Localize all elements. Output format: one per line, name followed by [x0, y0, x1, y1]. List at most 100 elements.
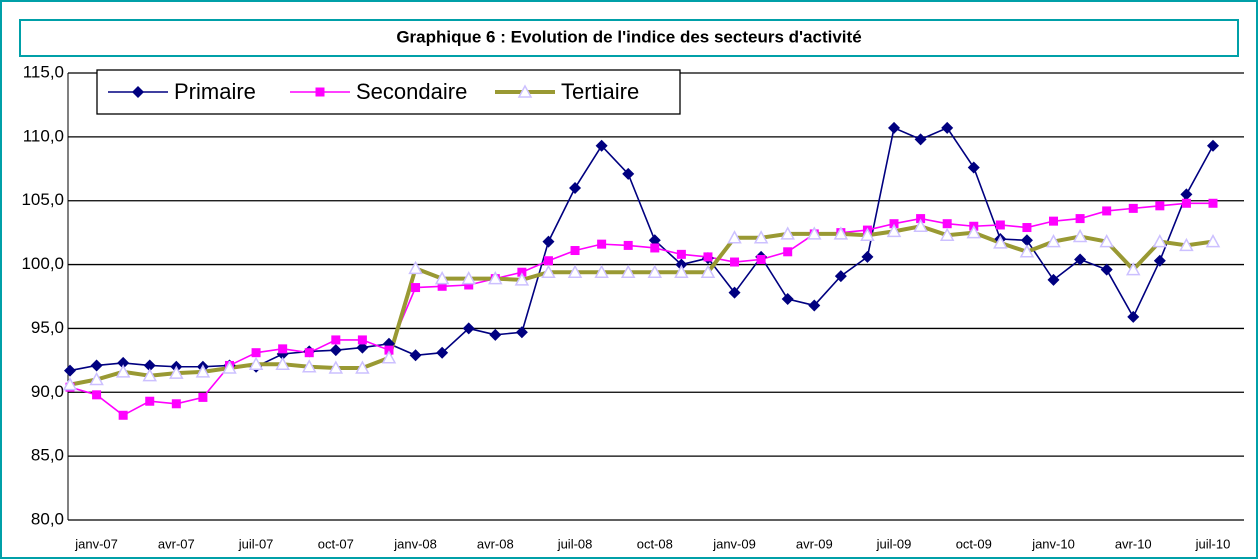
marker: [1180, 188, 1193, 201]
marker: [674, 264, 689, 278]
y-tick-label: 80,0: [31, 509, 64, 528]
marker: [967, 161, 980, 174]
marker: [833, 226, 849, 240]
marker: [1128, 203, 1138, 213]
marker: [966, 225, 982, 239]
marker: [1049, 216, 1059, 226]
marker: [1152, 234, 1168, 248]
x-tick-label: juil-10: [1195, 536, 1231, 551]
legend-label: Primaire: [174, 79, 256, 104]
marker: [356, 341, 369, 354]
marker: [650, 243, 660, 253]
marker: [1099, 234, 1114, 248]
marker: [913, 218, 928, 233]
marker: [834, 270, 847, 283]
marker: [541, 264, 556, 278]
marker: [1102, 206, 1112, 216]
marker: [1153, 254, 1166, 267]
x-tick-label: juil-07: [238, 536, 274, 551]
marker: [914, 133, 927, 146]
marker: [648, 234, 661, 247]
marker: [676, 249, 686, 259]
y-tick-label: 90,0: [31, 382, 64, 401]
marker: [1047, 273, 1060, 286]
marker: [756, 254, 766, 264]
marker: [384, 345, 394, 355]
marker: [594, 264, 609, 278]
marker: [198, 392, 208, 402]
marker: [514, 272, 530, 286]
x-tick-label: janv-10: [1031, 536, 1075, 551]
marker: [275, 356, 290, 370]
marker: [464, 280, 474, 290]
marker: [939, 227, 955, 241]
marker: [437, 281, 447, 291]
marker: [647, 264, 663, 278]
marker: [304, 348, 314, 358]
x-tick-label: avr-07: [158, 536, 195, 551]
marker: [92, 390, 102, 400]
marker: [195, 364, 211, 378]
marker: [622, 167, 635, 180]
legend-box: [96, 69, 681, 115]
marker: [488, 271, 503, 285]
y-tick-label: 100,0: [21, 254, 64, 273]
marker: [517, 267, 527, 277]
marker: [248, 356, 264, 370]
x-tick-label: oct-07: [318, 536, 354, 551]
marker: [808, 299, 821, 312]
marker: [142, 368, 158, 382]
marker: [1020, 234, 1033, 247]
legend-marker: [315, 87, 325, 97]
y-tick-label: 110,0: [23, 126, 64, 145]
marker: [251, 348, 261, 358]
marker: [675, 258, 688, 271]
marker: [1208, 198, 1218, 208]
marker: [623, 240, 633, 250]
plot-area: [68, 73, 1244, 520]
marker: [753, 230, 769, 244]
chart-title: Graphique 6 : Evolution de l'indice des …: [396, 27, 861, 46]
marker: [597, 239, 607, 249]
marker: [861, 250, 874, 263]
marker: [570, 246, 580, 256]
series-line: [69, 224, 1214, 387]
marker: [620, 264, 636, 278]
marker: [860, 227, 875, 241]
marker: [329, 344, 342, 357]
marker: [301, 359, 317, 373]
marker: [411, 283, 421, 293]
marker: [115, 364, 131, 378]
marker: [727, 230, 742, 244]
x-tick-label: avr-08: [477, 536, 514, 551]
x-tick-label: avr-09: [796, 536, 833, 551]
x-tick-label: janv-08: [393, 536, 437, 551]
marker: [117, 356, 130, 369]
marker: [169, 365, 184, 379]
marker: [1155, 201, 1165, 211]
marker: [1207, 139, 1219, 152]
marker: [118, 410, 128, 420]
marker: [941, 121, 954, 134]
marker: [408, 260, 423, 275]
marker: [1019, 244, 1035, 258]
marker: [331, 335, 341, 345]
marker: [462, 322, 475, 335]
title-box: [19, 19, 1239, 57]
marker: [409, 349, 422, 362]
y-tick-label: 95,0: [31, 318, 64, 337]
marker: [515, 326, 528, 339]
y-tick-label: 115,0: [23, 62, 64, 81]
x-tick-label: avr-10: [1115, 536, 1152, 551]
marker: [381, 350, 397, 364]
marker: [888, 121, 901, 134]
x-tick-label: oct-09: [956, 536, 992, 551]
marker: [64, 364, 76, 377]
marker: [1179, 237, 1194, 252]
marker: [62, 377, 78, 391]
marker: [886, 223, 902, 238]
marker: [807, 226, 822, 240]
marker: [730, 257, 740, 267]
legend-label: Tertiaire: [561, 79, 639, 104]
